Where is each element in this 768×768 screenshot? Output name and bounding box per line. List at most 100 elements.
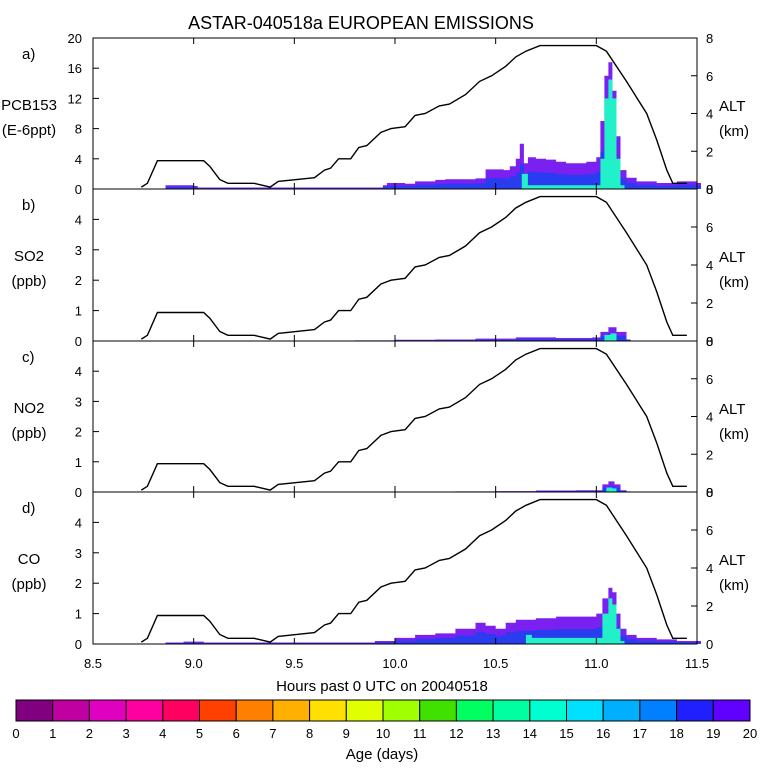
colorbar-swatch bbox=[639, 699, 678, 722]
colorbar-tick-label: 15 bbox=[559, 726, 573, 741]
y-tick-label: 0 bbox=[75, 485, 82, 500]
colorbar-swatch bbox=[419, 699, 457, 722]
alt-units-label: (km) bbox=[719, 123, 749, 140]
emission-area-mid-age bbox=[165, 613, 701, 644]
panel-no2: 0 1 2 3 4 0 2 4 6 8 c) NO2 (ppb) ALT (km) bbox=[11, 334, 749, 500]
alt-tick-label: 8 bbox=[706, 182, 713, 197]
alt-tick-label: 6 bbox=[706, 69, 713, 84]
altitude-line bbox=[140, 44, 687, 188]
colorbar-tick-label: 8 bbox=[306, 726, 313, 741]
alt-tick-label: 8 bbox=[706, 334, 713, 349]
colorbar-swatch bbox=[345, 699, 384, 722]
x-tick-label: 10.5 bbox=[483, 656, 508, 671]
y-tick-label: 2 bbox=[75, 273, 82, 288]
panel-letter: c) bbox=[22, 349, 35, 366]
colorbar-tick-label: 19 bbox=[706, 726, 720, 741]
colorbar-tick-label: 9 bbox=[343, 726, 350, 741]
y-tick-label: 20 bbox=[68, 31, 82, 46]
y-tick-label: 3 bbox=[75, 243, 82, 258]
y-tick-label: 4 bbox=[75, 515, 82, 530]
y-tick-label: 2 bbox=[75, 425, 82, 440]
colorbar-swatch bbox=[602, 699, 641, 722]
colorbar-swatch bbox=[199, 699, 237, 722]
alt-tick-label: 6 bbox=[706, 372, 713, 387]
alt-tick-label: 0 bbox=[706, 485, 713, 500]
alt-label: ALT bbox=[719, 249, 745, 266]
emission-area-young bbox=[519, 598, 625, 644]
colorbar-tick-label: 4 bbox=[159, 726, 166, 741]
colorbar-swatch bbox=[52, 699, 90, 722]
emission-area-young bbox=[600, 487, 621, 492]
y-tick-label: 4 bbox=[75, 364, 82, 379]
alt-tick-label: 6 bbox=[706, 523, 713, 538]
alt-tick-label: 2 bbox=[706, 296, 713, 311]
colorbar-tick-label: 2 bbox=[86, 726, 93, 741]
altitude-line bbox=[140, 498, 687, 643]
colorbar-swatch bbox=[382, 699, 421, 722]
colorbar-swatch bbox=[125, 699, 164, 722]
alt-units-label: (km) bbox=[719, 577, 749, 594]
alt-tick-label: 2 bbox=[706, 144, 713, 159]
colorbar-swatch bbox=[15, 699, 54, 722]
colorbar-tick-label: 16 bbox=[596, 726, 610, 741]
plot-frame bbox=[92, 340, 698, 493]
y-tick-label: 1 bbox=[75, 607, 82, 622]
colorbar-tick-label: 0 bbox=[12, 726, 19, 741]
altitude-line bbox=[140, 347, 687, 491]
x-axis-label: Hours past 0 UTC on 20040518 bbox=[276, 678, 488, 695]
colorbar-tick-label: 11 bbox=[413, 726, 427, 741]
units-label: (ppb) bbox=[11, 425, 46, 442]
colorbar-swatch bbox=[272, 699, 311, 722]
emission-area-young bbox=[596, 333, 621, 341]
alt-label: ALT bbox=[719, 552, 745, 569]
colorbar-swatch bbox=[529, 699, 567, 722]
plot-frame bbox=[92, 188, 698, 342]
species-label: PCB153 bbox=[1, 97, 57, 114]
y-tick-label: 12 bbox=[68, 91, 82, 106]
alt-units-label: (km) bbox=[719, 274, 749, 291]
colorbar-swatch bbox=[235, 699, 274, 722]
alt-tick-label: 4 bbox=[706, 258, 713, 273]
y-tick-label: 16 bbox=[68, 61, 82, 76]
colorbar-label: Age (days) bbox=[346, 746, 419, 763]
emission-area-total bbox=[165, 62, 701, 190]
panel-co: 0 1 2 3 4 0 2 4 6 8 d) CO (ppb) ALT (km) bbox=[11, 485, 749, 652]
colorbar-tick-label: 10 bbox=[376, 726, 390, 741]
x-tick-label: 9.0 bbox=[185, 656, 203, 671]
emission-area-total bbox=[354, 327, 631, 341]
emission-area-total bbox=[165, 587, 701, 644]
x-tick-label: 10.0 bbox=[382, 656, 407, 671]
colorbar-swatch bbox=[492, 699, 531, 722]
alt-label: ALT bbox=[719, 98, 745, 115]
chart-title: ASTAR-040518a EUROPEAN EMISSIONS bbox=[188, 13, 534, 33]
y-tick-label: 4 bbox=[75, 212, 82, 227]
y-tick-label: 4 bbox=[75, 152, 82, 167]
y-tick-label: 0 bbox=[75, 637, 82, 652]
alt-tick-label: 2 bbox=[706, 447, 713, 462]
colorbar-swatch bbox=[712, 699, 751, 722]
colorbar-swatch bbox=[455, 699, 494, 722]
y-tick-label: 3 bbox=[75, 394, 82, 409]
colorbar-tick-label: 18 bbox=[669, 726, 683, 741]
species-label: SO2 bbox=[14, 248, 44, 265]
panel-letter: a) bbox=[22, 46, 35, 63]
x-axis-ticks: 8.5 9.0 9.5 10.0 10.5 11.0 11.5 bbox=[84, 656, 709, 671]
colorbar-swatch bbox=[88, 699, 127, 722]
colorbar-tick-label: 13 bbox=[486, 726, 500, 741]
x-tick-label: 8.5 bbox=[84, 656, 102, 671]
panel-letter: b) bbox=[22, 197, 35, 214]
panel-letter: d) bbox=[22, 500, 35, 517]
x-tick-label: 11.5 bbox=[685, 656, 709, 671]
colorbar-tick-label: 17 bbox=[633, 726, 647, 741]
y-tick-label: 8 bbox=[75, 122, 82, 137]
y-tick-label: 0 bbox=[75, 182, 82, 197]
x-tick-label: 11.0 bbox=[584, 656, 608, 671]
alt-tick-label: 4 bbox=[706, 107, 713, 122]
panels-group: 04812162002468a)PCB153(E-6ppt)ALT(km)012… bbox=[1, 31, 749, 671]
colorbar-tick-label: 1 bbox=[49, 726, 56, 741]
alt-tick-label: 4 bbox=[706, 561, 713, 576]
alt-tick-label: 0 bbox=[706, 637, 713, 652]
alt-tick-label: 4 bbox=[706, 410, 713, 425]
colorbar: 0 1 2 3 4 5 6 7 8 9 10 11 12 13 14 15 16 17 18 19 20 bbox=[12, 699, 757, 741]
colorbar-tick-label: 12 bbox=[449, 726, 463, 741]
